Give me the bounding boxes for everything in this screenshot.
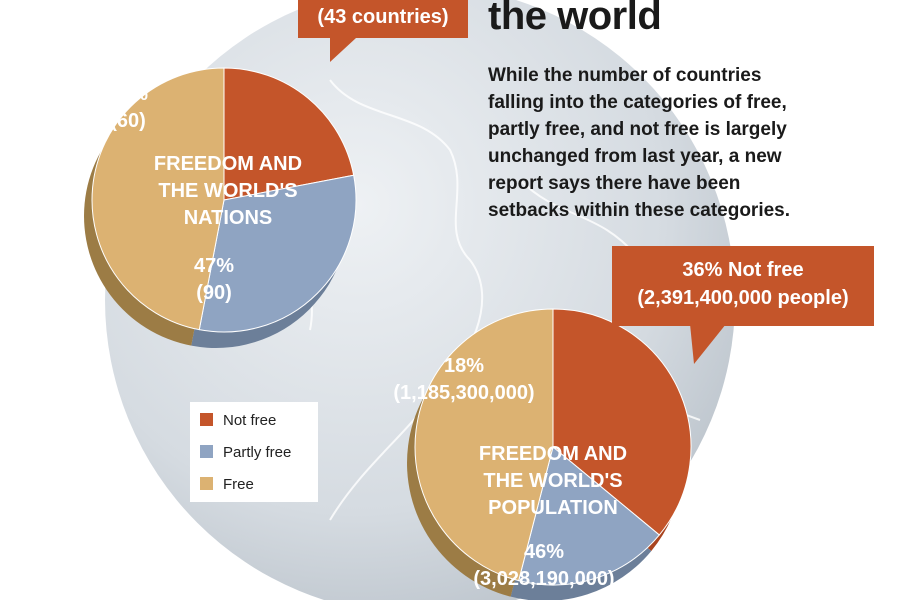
intro-line: falling into the categories of free, xyxy=(488,92,787,113)
legend-item-not-free: Not free xyxy=(200,412,276,429)
pie-label-count-free: (3,028,190,000) xyxy=(473,568,614,590)
legend-label: Not free xyxy=(223,412,277,429)
pie-slice-free xyxy=(414,308,554,582)
page-title: the world xyxy=(488,0,662,38)
intro-line: While the number of countries xyxy=(488,65,762,86)
legend-label: Free xyxy=(223,476,254,493)
intro-line: report says there have been xyxy=(488,173,741,194)
pie-title-line: NATIONS xyxy=(184,207,273,229)
intro-line: partly free, and not free is largely xyxy=(488,119,787,140)
pie-slice-partly-free xyxy=(518,446,661,586)
callout-line: 36% Not free xyxy=(682,259,804,281)
legend-swatch xyxy=(200,413,213,426)
pie-label-count-partly-free: (1,185,300,000) xyxy=(393,382,534,404)
pie-label-count-partly-free: (60) xyxy=(110,110,146,132)
intro-line: unchanged from last year, a new xyxy=(488,146,782,167)
legend-label: Partly free xyxy=(223,444,292,461)
intro-text: While the number of countries falling in… xyxy=(488,62,888,224)
legend-item-free: Free xyxy=(200,476,254,493)
pie-slice-not-free xyxy=(223,67,355,201)
pie-label-pct-partly-free: 18% xyxy=(444,355,484,377)
pie-chart-nations: FREEDOM AND THE WORLD'S NATIONS 31% (60) 47% (… xyxy=(84,67,357,348)
callout-not-free-countries: (43 countries) xyxy=(298,0,468,38)
pie-title-line: FREEDOM AND xyxy=(479,443,627,465)
pie-label-count-free: (90) xyxy=(196,282,232,304)
pie-slice-not-free xyxy=(552,308,692,536)
pie-label-pct-free: 47% xyxy=(194,255,234,277)
legend: Not free Partly free Free xyxy=(190,402,318,502)
legend-item-partly-free: Partly free xyxy=(200,444,291,461)
pie-slice-free xyxy=(91,67,225,331)
intro-line: setbacks within these categories. xyxy=(488,200,791,221)
pie-label-pct-partly-free: 31% xyxy=(108,83,148,105)
pie-title-line: POPULATION xyxy=(488,497,618,519)
callout-line: (2,391,400,000 people) xyxy=(637,287,849,309)
pie-title-line: FREEDOM AND xyxy=(154,153,302,175)
pie-label-pct-free: 46% xyxy=(524,541,564,563)
legend-swatch xyxy=(200,445,213,458)
pie-slice-partly-free xyxy=(198,174,357,333)
callout-not-free-population: 36% Not free (2,391,400,000 people) xyxy=(612,246,874,326)
pie-title-line: THE WORLD'S xyxy=(158,180,297,202)
pie-title-line: THE WORLD'S xyxy=(483,470,622,492)
pie-chart-population: FREEDOM AND THE WORLD'S POPULATION 18% (1,18… xyxy=(393,308,692,600)
callout-pointer-top xyxy=(330,38,356,62)
callout-pointer-right xyxy=(690,324,726,364)
legend-swatch xyxy=(200,477,213,490)
